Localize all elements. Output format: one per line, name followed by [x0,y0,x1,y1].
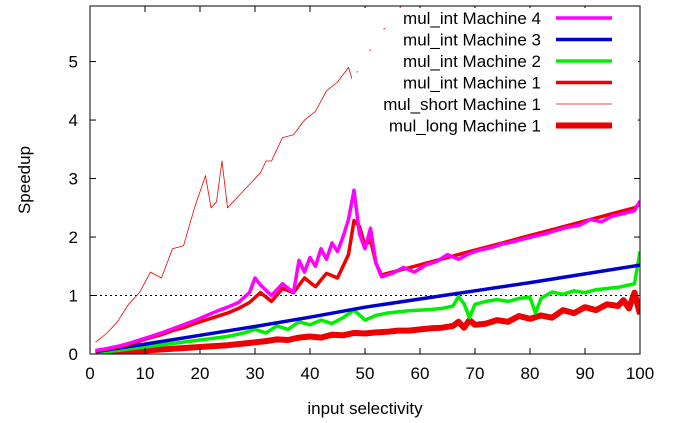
series-line-mul-int-machine-2 [95,251,640,354]
x-tick-label: 0 [85,364,94,383]
y-tick-label: 0 [69,345,78,364]
legend-label: mul_int Machine 4 [403,9,541,28]
legend-entry-bg [352,8,638,28]
legend-label: mul_short Machine 1 [383,95,541,114]
x-axis: 0 10 20 30 40 50 60 70 80 90 100 [85,6,654,383]
x-tick-label: 70 [466,364,485,383]
x-tick-label: 80 [521,364,540,383]
x-tick-label: 50 [356,364,375,383]
y-axis-title: Speedup [15,146,34,214]
y-tick-label: 4 [69,111,78,130]
series-line-mul-int-machine-4 [95,188,640,353]
legend-label: mul_int Machine 2 [403,52,541,71]
series-line-mul-int-machine-3 [95,263,640,354]
y-tick-label: 1 [69,287,78,306]
legend-label: mul_int Machine 3 [403,31,541,50]
legend-label: mul_int Machine 1 [403,74,541,93]
x-axis-title: input selectivity [307,399,423,418]
x-tick-label: 100 [626,364,654,383]
legend-label: mul_long Machine 1 [389,117,541,136]
x-tick-label: 40 [301,364,320,383]
y-tick-label: 5 [69,53,78,72]
legend-entry-bg [352,115,638,136]
x-tick-label: 60 [411,364,430,383]
x-tick-label: 30 [246,364,265,383]
x-tick-label: 10 [136,364,155,383]
y-axis: 0 1 2 3 4 5 [69,53,640,364]
y-tick-label: 2 [69,228,78,247]
legend-entry-bg [352,72,638,93]
series-line-mul-long-machine-1 [95,289,640,354]
x-tick-label: 90 [576,364,595,383]
y-tick-label: 3 [69,170,78,189]
legend: mul_int Machine 4 mul_int Machine 3 mul_in… [352,8,638,136]
legend-entry-bg [352,51,638,71]
legend-entry-bg [352,94,638,114]
legend-entry-bg [352,29,638,50]
x-tick-label: 20 [191,364,210,383]
